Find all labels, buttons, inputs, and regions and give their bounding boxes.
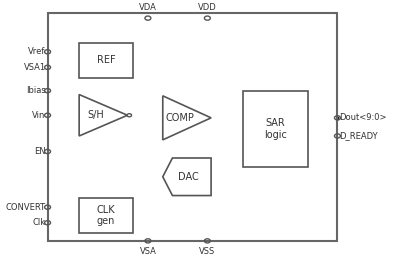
FancyBboxPatch shape <box>243 91 308 167</box>
Text: SAR
logic: SAR logic <box>264 118 287 140</box>
Text: Vin: Vin <box>32 111 46 120</box>
Text: VSS: VSS <box>199 247 216 256</box>
Text: REF: REF <box>97 55 115 65</box>
Text: CLK
gen: CLK gen <box>97 205 115 226</box>
Text: VDD: VDD <box>198 3 217 12</box>
FancyBboxPatch shape <box>79 198 133 233</box>
Text: COMP: COMP <box>165 113 194 123</box>
Text: VSA1: VSA1 <box>24 63 46 72</box>
Text: S/H: S/H <box>88 110 104 120</box>
Text: CONVERT: CONVERT <box>6 203 46 212</box>
Text: DAC: DAC <box>179 172 199 182</box>
Text: Clk: Clk <box>32 218 46 227</box>
Text: Ibias: Ibias <box>26 86 46 95</box>
Text: EN: EN <box>34 147 46 156</box>
FancyBboxPatch shape <box>79 43 133 78</box>
Polygon shape <box>163 96 211 140</box>
Polygon shape <box>163 158 211 196</box>
Polygon shape <box>79 95 128 136</box>
Text: VDA: VDA <box>139 3 157 12</box>
Text: VSA: VSA <box>139 247 156 256</box>
Text: Dout<9:0>: Dout<9:0> <box>339 113 387 122</box>
Text: Vref: Vref <box>28 47 46 56</box>
FancyBboxPatch shape <box>47 13 337 241</box>
Text: D_READY: D_READY <box>339 132 378 140</box>
